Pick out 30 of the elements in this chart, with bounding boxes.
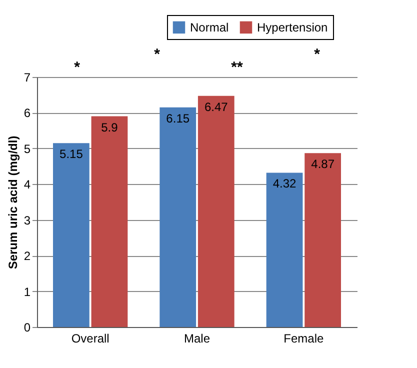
bar	[53, 143, 90, 327]
legend-label: Hypertension	[257, 20, 328, 34]
y-tick-label: 6	[24, 106, 31, 120]
y-tick-label: 7	[24, 70, 31, 84]
y-tick-label: 0	[24, 320, 31, 334]
data-label: 4.32	[272, 176, 297, 191]
text: *	[314, 46, 320, 63]
data-label: 5.9	[101, 120, 118, 134]
bar	[160, 107, 196, 327]
y-tick-label: 5	[24, 142, 31, 156]
text: *	[74, 59, 80, 76]
bar	[304, 153, 341, 327]
bar	[91, 116, 128, 327]
y-tick-label: 4	[24, 178, 31, 192]
y-tick-label: 2	[24, 249, 31, 264]
x-tick-label: Male	[184, 332, 210, 346]
y-axis-title: Serum uric acid (mg/dl)	[6, 136, 20, 270]
data-label: 6.47	[204, 100, 228, 114]
data-label: 5.15	[60, 147, 84, 162]
data-label: 6.15	[166, 111, 190, 126]
x-tick-label: Female	[284, 332, 324, 346]
data-label: 4.87	[311, 157, 335, 172]
bar	[198, 96, 234, 327]
text: *	[154, 46, 160, 63]
legend-label: Normal	[190, 20, 229, 34]
text: **	[231, 59, 243, 76]
x-tick-label: Overall	[71, 332, 110, 346]
y-tick-label: 1	[24, 284, 31, 299]
y-tick-label: 3	[24, 213, 31, 228]
bar	[266, 172, 303, 327]
